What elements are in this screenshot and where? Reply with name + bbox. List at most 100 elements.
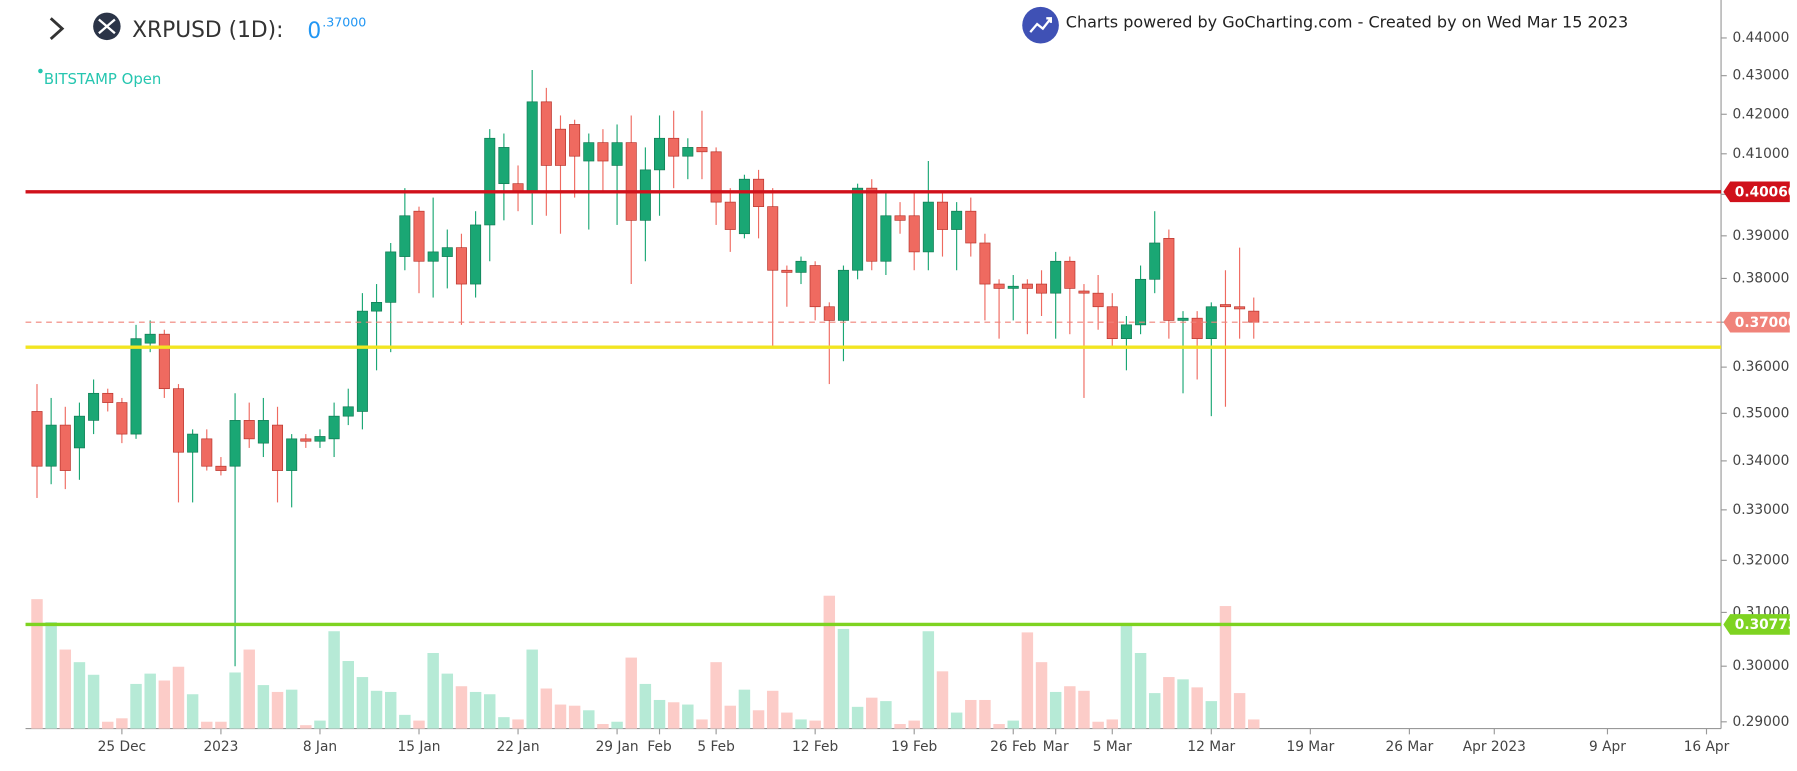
candle-body bbox=[102, 392, 114, 403]
candle-body bbox=[1248, 310, 1260, 323]
candle-body bbox=[1191, 317, 1203, 340]
volume-bar bbox=[116, 718, 128, 729]
volume-bar bbox=[1064, 686, 1076, 729]
candle-body bbox=[979, 242, 991, 285]
volume-bar bbox=[908, 720, 920, 729]
x-tick-label: 29 Jan bbox=[596, 739, 639, 755]
volume-bar bbox=[1148, 693, 1161, 729]
candle-body bbox=[1036, 283, 1048, 294]
volume-bar bbox=[328, 631, 340, 729]
candle-body bbox=[229, 420, 241, 467]
candle-body bbox=[1050, 260, 1062, 294]
candle-body bbox=[1149, 242, 1161, 280]
candle-body bbox=[1234, 306, 1246, 310]
volume-bar bbox=[1163, 677, 1175, 729]
candle-body bbox=[201, 438, 213, 467]
volume-bar bbox=[554, 704, 567, 729]
candle-body bbox=[936, 201, 948, 230]
y-tick-label: 0.29000 bbox=[1733, 714, 1790, 730]
brand-logo bbox=[1022, 6, 1059, 44]
candle-body bbox=[130, 338, 142, 435]
candle-body bbox=[795, 260, 807, 273]
price-tag bbox=[1723, 311, 1790, 333]
volume-bar bbox=[413, 720, 425, 729]
volume-bar bbox=[936, 671, 949, 729]
volume-bar bbox=[285, 689, 298, 729]
price-tag-label: 0.40060 bbox=[1735, 184, 1797, 200]
volume-bar bbox=[271, 691, 284, 729]
volume-bar bbox=[696, 719, 708, 729]
candle-body bbox=[1219, 304, 1231, 308]
volume-bar bbox=[795, 719, 807, 729]
volume-bar bbox=[667, 702, 680, 729]
volume-bar bbox=[1049, 691, 1062, 729]
candle-body bbox=[455, 247, 467, 285]
candle-body bbox=[257, 420, 269, 444]
candle-body bbox=[498, 147, 510, 185]
candle-body bbox=[781, 269, 793, 273]
volume-bar bbox=[682, 704, 694, 729]
symbol-icon-mark bbox=[98, 18, 116, 35]
volume-bar bbox=[469, 691, 482, 729]
y-tick-label: 0.39000 bbox=[1733, 228, 1790, 244]
volume-bar bbox=[201, 721, 213, 729]
candle-body bbox=[286, 438, 298, 471]
volume-bar bbox=[399, 714, 411, 729]
credit-text: Charts powered by GoCharting.com - Creat… bbox=[1066, 12, 1628, 31]
x-tick-label: 8 Jan bbox=[303, 739, 337, 755]
x-tick-label: 2023 bbox=[203, 739, 238, 755]
volume-bar bbox=[314, 720, 326, 729]
volume-bar bbox=[568, 705, 581, 729]
y-tick-label: 0.41000 bbox=[1733, 146, 1790, 162]
expand-icon[interactable] bbox=[49, 17, 65, 41]
x-tick-label: Apr 2023 bbox=[1463, 739, 1526, 755]
candle-body bbox=[187, 433, 199, 453]
candle-body bbox=[371, 302, 383, 312]
volume-bar bbox=[823, 595, 836, 729]
volume-bar bbox=[1233, 693, 1246, 729]
volume-bar bbox=[130, 683, 142, 729]
volume-bar bbox=[384, 691, 397, 729]
volume-bar bbox=[851, 706, 864, 729]
x-tick-label: 22 Jan bbox=[497, 739, 540, 755]
candle-body bbox=[837, 269, 849, 321]
candle-body bbox=[144, 333, 156, 344]
candle-body bbox=[696, 147, 708, 153]
candle-body bbox=[243, 420, 255, 440]
volume-bar bbox=[611, 721, 623, 729]
volume-bar bbox=[1177, 679, 1189, 729]
x-tick-label: 19 Mar bbox=[1286, 739, 1334, 755]
volume-bar bbox=[1021, 632, 1034, 729]
x-tick-label: 26 Feb bbox=[990, 739, 1036, 755]
candle-body bbox=[682, 147, 694, 157]
volume-bar bbox=[950, 712, 963, 729]
y-tick-label: 0.35000 bbox=[1733, 405, 1790, 421]
candle-body bbox=[767, 206, 779, 271]
price-tag-label: 0.37000 bbox=[1735, 315, 1797, 331]
volume-bar bbox=[1007, 720, 1019, 729]
volume-bar bbox=[894, 724, 906, 729]
volume-bar bbox=[752, 710, 765, 729]
volume-bar bbox=[498, 717, 510, 729]
price-int: 0 bbox=[307, 19, 321, 44]
y-tick-label: 0.43000 bbox=[1733, 68, 1790, 84]
candle-body bbox=[73, 415, 85, 449]
candle-body bbox=[1135, 278, 1147, 326]
volume-bar bbox=[215, 721, 227, 729]
volume-bar bbox=[1219, 606, 1232, 729]
candle-body bbox=[809, 265, 821, 308]
volume-bar bbox=[1120, 624, 1133, 729]
y-tick-label: 0.33000 bbox=[1733, 502, 1790, 518]
candle-body bbox=[342, 406, 354, 417]
candle-body bbox=[31, 411, 43, 467]
candle-body bbox=[272, 424, 284, 471]
candle-body bbox=[1120, 324, 1132, 340]
exchange-label: BITSTAMP Open bbox=[44, 70, 162, 88]
y-tick-label: 0.30000 bbox=[1733, 658, 1790, 674]
candle-body bbox=[441, 247, 453, 257]
price-tag bbox=[1723, 181, 1790, 203]
candle-body bbox=[413, 210, 425, 262]
volume-bar bbox=[724, 705, 736, 729]
y-tick-label: 0.36000 bbox=[1733, 359, 1790, 375]
candle-body bbox=[611, 142, 623, 166]
